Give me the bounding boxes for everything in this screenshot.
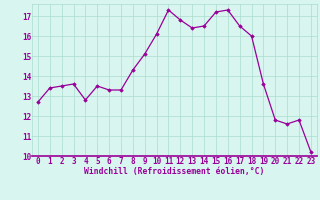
- X-axis label: Windchill (Refroidissement éolien,°C): Windchill (Refroidissement éolien,°C): [84, 167, 265, 176]
